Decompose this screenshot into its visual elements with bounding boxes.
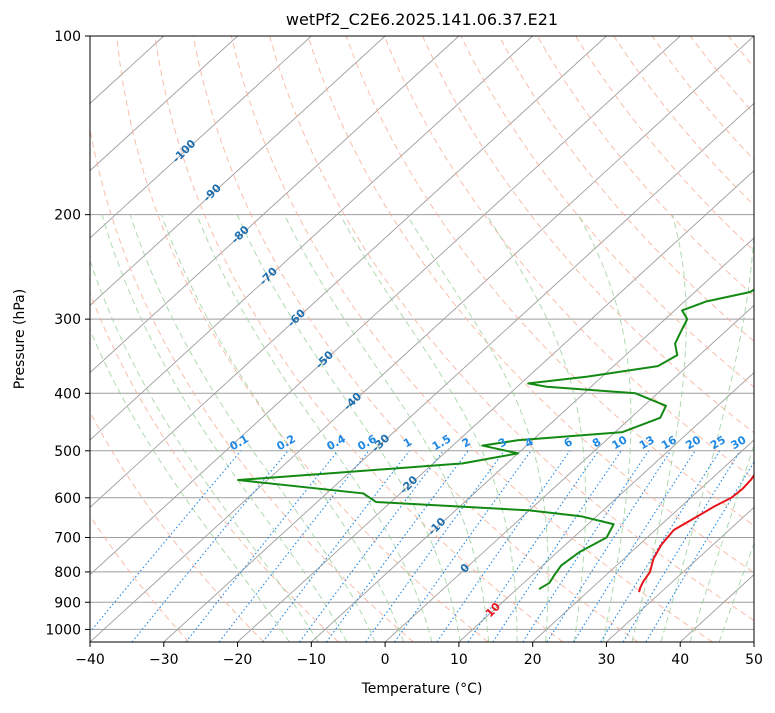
moist-adiabat	[340, 215, 517, 642]
isotherm-line	[0, 36, 311, 642]
moist-adiabat	[661, 215, 755, 642]
x-tick-label: 20	[524, 652, 542, 668]
y-tick-label: 700	[54, 531, 81, 547]
x-tick-label: −10	[297, 652, 327, 668]
mixing-ratio-line	[300, 451, 444, 642]
y-axis-label: Pressure (hPa)	[12, 289, 28, 389]
mixing-ratio-label: 0.4	[324, 432, 348, 453]
x-tick-label: −20	[223, 652, 253, 668]
mixing-ratio-line	[82, 451, 241, 642]
dry-adiabat	[690, 36, 775, 642]
moist-adiabat	[197, 215, 432, 642]
mixing-ratio-line	[493, 451, 621, 642]
x-axis-label: Temperature (°C)	[361, 681, 483, 697]
profile-lines	[238, 36, 775, 592]
y-tick-label: 400	[54, 386, 81, 402]
isotherm-line	[0, 36, 238, 642]
y-tick-label: 600	[54, 491, 81, 507]
mixing-ratio-label: 25	[708, 433, 728, 452]
mixing-ratio-label: 0.1	[228, 432, 251, 453]
moist-adiabat	[407, 215, 548, 642]
mixing-ratio-label: 30	[729, 433, 749, 452]
mixing-ratio-line	[263, 451, 409, 642]
x-tick-label: 10	[450, 652, 468, 668]
isotherm-line	[754, 36, 775, 642]
moist-adiabat	[690, 215, 775, 642]
moist-adiabat	[130, 215, 375, 642]
mixing-ratio-label: 8	[590, 435, 603, 450]
mixing-ratio-label: 2	[460, 435, 473, 450]
mixing-ratio-label: 20	[683, 433, 703, 452]
mixing-ratio-line	[547, 451, 671, 642]
mixing-ratio-line	[623, 451, 740, 642]
isotherm-line	[0, 36, 385, 642]
isotherm-line	[90, 36, 754, 642]
x-tick-label: −40	[75, 652, 105, 668]
mixing-ratio-label: 4	[523, 435, 536, 450]
moist-adiabat	[161, 215, 403, 642]
x-tick-label: −30	[149, 652, 179, 668]
temperature-profile	[639, 36, 775, 592]
dry-adiabat	[537, 36, 775, 642]
mixing-ratio-line	[186, 451, 338, 642]
mixing-ratio-line	[132, 451, 288, 642]
y-tick-label: 500	[54, 444, 81, 460]
chart-title: wetPf2_C2E6.2025.141.06.37.E21	[286, 10, 558, 30]
moist-adiabat	[632, 215, 686, 642]
mixing-ratio-label: 10	[610, 433, 630, 452]
dewpoint-profile	[238, 36, 775, 589]
x-tick-label: 30	[598, 652, 616, 668]
mixing-ratio-label: 1.5	[430, 432, 453, 453]
y-tick-label: 100	[54, 29, 81, 45]
dry-adiabat	[423, 36, 775, 642]
x-tick-label: 50	[745, 652, 763, 668]
moist-adiabat	[52, 215, 289, 642]
isotherm-line	[0, 36, 459, 642]
mixing-ratio-label: 6	[562, 435, 575, 450]
y-tick-label: 1000	[45, 622, 81, 638]
dry-adiabat	[499, 36, 775, 642]
mixing-ratio-label: 0.2	[274, 432, 297, 453]
dry-adiabat	[231, 36, 712, 642]
y-tick-label: 800	[54, 565, 81, 581]
dry-adiabat	[767, 36, 775, 642]
y-tick-label: 900	[54, 595, 81, 611]
mixing-ratio-label: 1	[401, 435, 414, 450]
mixing-ratio-line	[366, 451, 505, 642]
dry-adiabat	[308, 36, 775, 642]
moist-adiabat	[284, 215, 488, 642]
dry-adiabat	[652, 36, 775, 642]
isotherm-line	[0, 36, 606, 642]
y-tick-label: 300	[54, 312, 81, 328]
moist-adiabat	[76, 215, 318, 642]
dry-adiabat	[193, 36, 638, 642]
dry-adiabat	[78, 36, 413, 642]
x-tick-label: 40	[671, 652, 689, 668]
y-tick-label: 200	[54, 208, 81, 224]
x-tick-label: 0	[381, 652, 390, 668]
moist-adiabat	[719, 215, 775, 642]
moist-adiabat	[102, 215, 347, 642]
mixing-ratio-line	[437, 451, 570, 642]
